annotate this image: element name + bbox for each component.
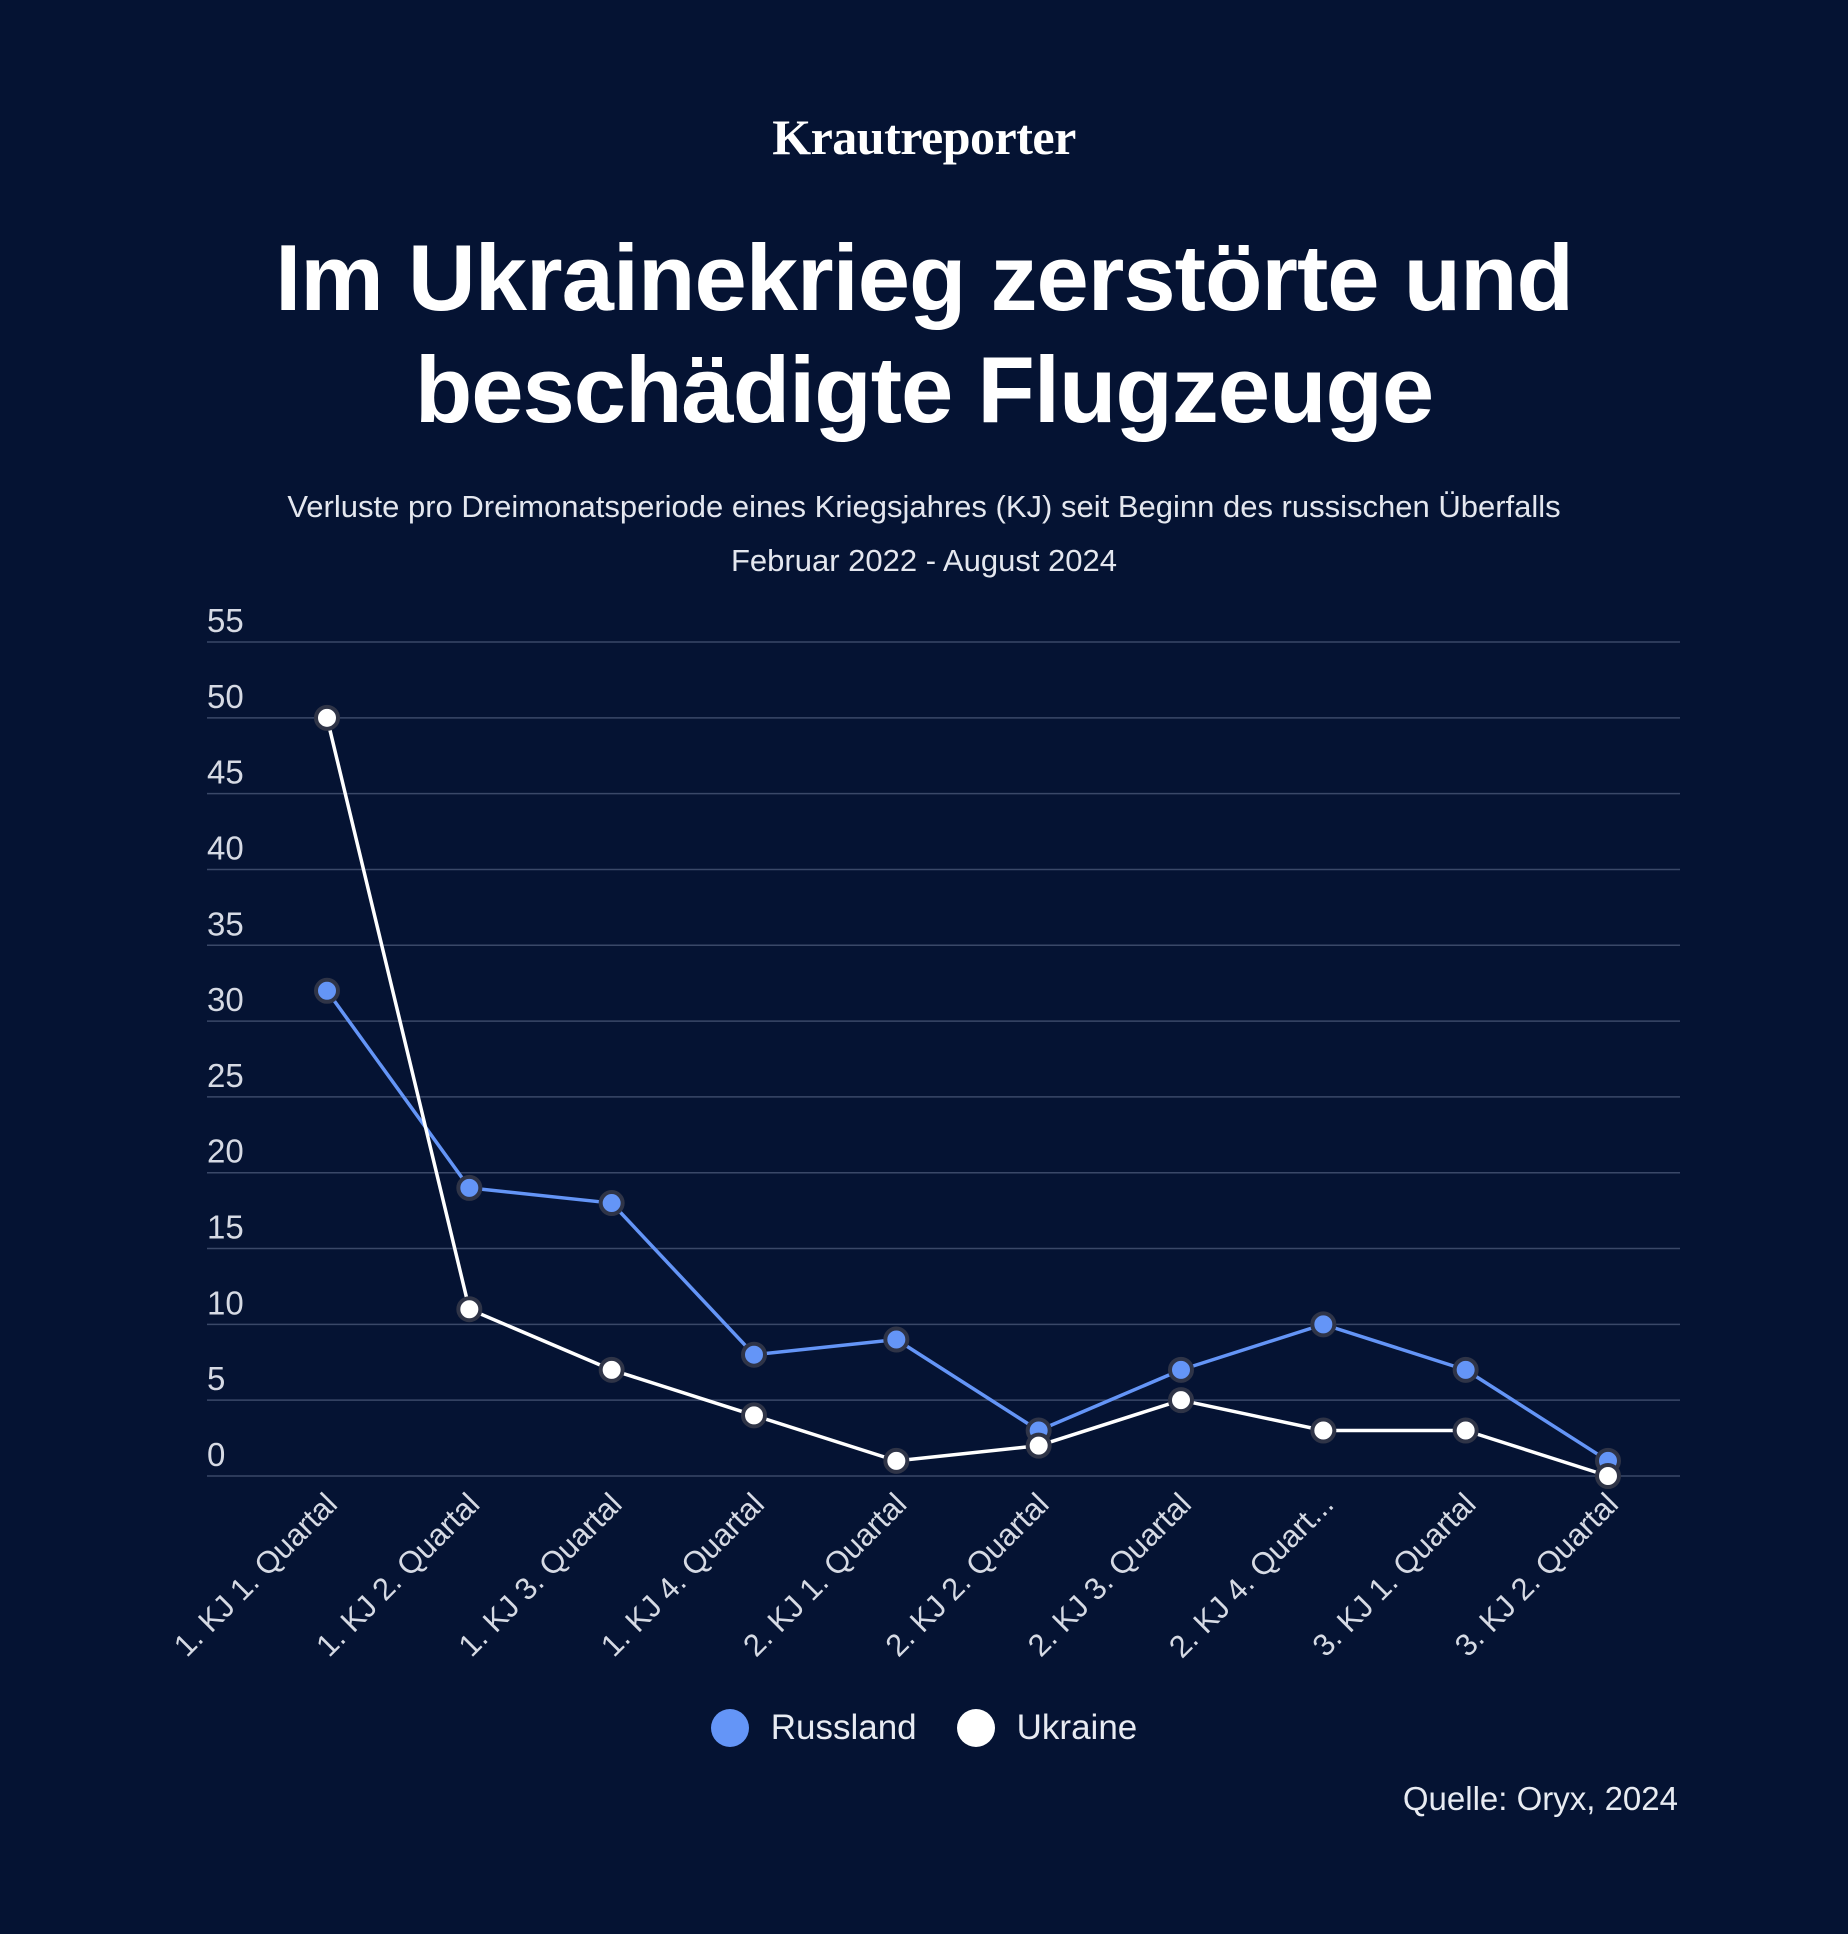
legend-item-russland: Russland — [710, 1708, 917, 1748]
point-russland-3 — [598, 1190, 625, 1217]
chart-title-line-2: beschädigte Flugzeuge — [414, 337, 1434, 442]
chart-subtitle: Verluste pro Dreimonatsperiode eines Kri… — [0, 480, 1848, 588]
y-tick-label-50: 50 — [207, 678, 244, 715]
legend-label-russland: Russland — [770, 1708, 917, 1747]
point-ukraine-7 — [1168, 1387, 1194, 1414]
legend-label-ukraine: Ukraine — [1016, 1708, 1138, 1747]
point-russland-8 — [1310, 1311, 1337, 1338]
y-tick-label-5: 5 — [207, 1360, 225, 1397]
point-russland-2 — [456, 1174, 483, 1201]
point-russland-5 — [883, 1326, 910, 1353]
point-ukraine-6 — [1025, 1432, 1052, 1459]
y-tick-label-30: 30 — [207, 981, 244, 1018]
point-russland-7 — [1168, 1356, 1194, 1383]
y-tick-label-20: 20 — [207, 1133, 244, 1170]
point-ukraine-4 — [741, 1402, 767, 1429]
point-ukraine-9 — [1452, 1417, 1479, 1444]
chart-legend: Russland Ukraine — [0, 1708, 1848, 1748]
series-line-russland — [325, 989, 1609, 1463]
point-ukraine-3 — [598, 1356, 625, 1383]
point-russland-9 — [1452, 1356, 1479, 1383]
point-ukraine-5 — [883, 1447, 910, 1474]
point-ukraine-8 — [1310, 1417, 1337, 1444]
chart-subtitle-line-2: Februar 2022 - August 2024 — [730, 543, 1118, 578]
y-tick-label-35: 35 — [207, 905, 244, 942]
y-tick-label-55: 55 — [207, 602, 244, 639]
legend-marker-russland — [710, 1709, 749, 1747]
legend-item-ukraine: Ukraine — [956, 1708, 1138, 1748]
y-tick-label-0: 0 — [207, 1436, 225, 1473]
y-tick-label-15: 15 — [207, 1209, 244, 1246]
point-ukraine-2 — [456, 1296, 483, 1323]
y-tick-label-45: 45 — [207, 754, 244, 791]
source-note: Quelle: Oryx, 2024 — [1402, 1780, 1678, 1817]
legend-marker-ukraine — [956, 1709, 995, 1747]
chart-subtitle-line-1: Verluste pro Dreimonatsperiode eines Kri… — [287, 489, 1561, 524]
y-tick-label-25: 25 — [207, 1057, 244, 1094]
y-tick-label-40: 40 — [207, 829, 244, 866]
point-ukraine-10 — [1595, 1463, 1621, 1489]
y-tick-label-10: 10 — [207, 1284, 244, 1321]
brand-logo: Krautreporter — [772, 109, 1076, 165]
series-line-ukraine — [325, 717, 1609, 1478]
chart-title-line-1: Im Ukrainekrieg zerstörte und — [275, 225, 1574, 330]
point-russland-4 — [741, 1341, 767, 1368]
point-ukraine-1 — [314, 704, 340, 731]
chart-title: Im Ukrainekrieg zerstörte und beschädigt… — [0, 222, 1848, 446]
point-russland-1 — [314, 977, 340, 1004]
